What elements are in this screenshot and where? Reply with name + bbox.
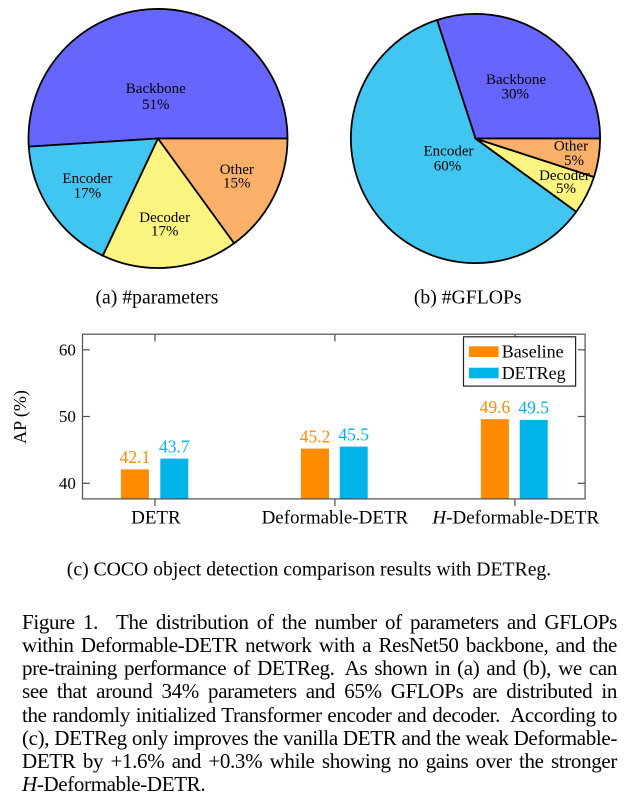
svg-text:AP (%): AP (%) [10, 390, 31, 444]
svg-text:43.7: 43.7 [159, 436, 190, 456]
svg-text:30%: 30% [501, 87, 529, 103]
svg-text:60: 60 [59, 340, 76, 359]
svg-text:Other: Other [220, 162, 254, 178]
svg-text:42.1: 42.1 [120, 447, 151, 467]
svg-text:Encoder: Encoder [62, 171, 112, 187]
svg-text:49.6: 49.6 [480, 397, 511, 417]
svg-text:H-Deformable-DETR: H-Deformable-DETR [431, 507, 599, 528]
svg-text:60%: 60% [434, 158, 462, 174]
svg-text:DETR: DETR [131, 507, 181, 528]
svg-text:Backbone: Backbone [486, 72, 546, 88]
svg-text:Baseline: Baseline [502, 342, 564, 362]
svg-text:Decoder: Decoder [139, 210, 190, 226]
svg-text:45.5: 45.5 [338, 424, 369, 444]
svg-text:(c) COCO object detection comp: (c) COCO object detection comparison res… [67, 558, 551, 580]
svg-text:(b) #GFLOPs: (b) #GFLOPs [414, 287, 522, 309]
svg-text:5%: 5% [556, 181, 576, 197]
svg-text:(a) #parameters: (a) #parameters [96, 287, 219, 309]
svg-text:Backbone: Backbone [126, 81, 186, 97]
svg-text:50: 50 [59, 407, 76, 426]
svg-text:17%: 17% [151, 224, 179, 240]
svg-text:40: 40 [59, 474, 76, 493]
svg-text:51%: 51% [142, 97, 170, 113]
svg-text:Encoder: Encoder [424, 144, 474, 160]
svg-text:Other: Other [554, 138, 588, 154]
svg-text:49.5: 49.5 [518, 398, 549, 418]
svg-text:5%: 5% [564, 153, 584, 169]
svg-text:DETReg: DETReg [502, 363, 566, 383]
svg-text:15%: 15% [223, 175, 251, 191]
svg-text:17%: 17% [74, 186, 102, 202]
svg-text:Deformable-DETR: Deformable-DETR [262, 507, 409, 528]
svg-text:Decoder: Decoder [539, 168, 590, 184]
svg-text:45.2: 45.2 [300, 426, 331, 446]
